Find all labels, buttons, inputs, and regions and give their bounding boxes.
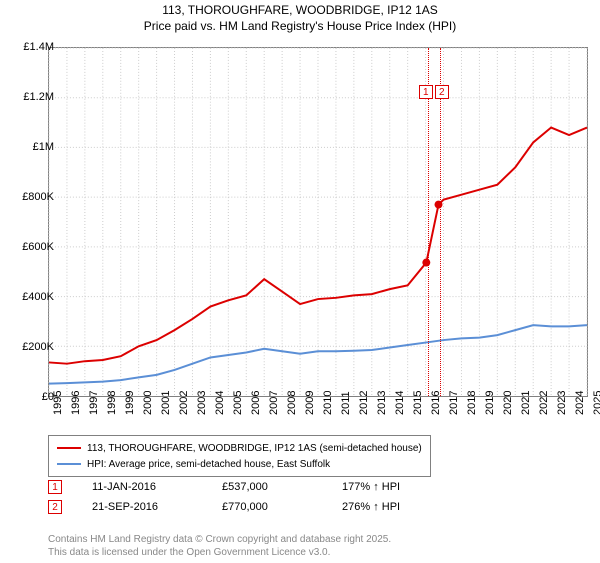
y-axis-label: £0 [4, 391, 54, 403]
x-axis-label: 2024 [574, 391, 586, 415]
transactions-table: 1 11-JAN-2016 £537,000 177% ↑ HPI 2 21-SEP-20… [48, 477, 400, 517]
x-axis-label: 2020 [502, 391, 514, 415]
x-axis-label: 1996 [70, 391, 82, 415]
y-axis-label: £400K [4, 291, 54, 303]
x-axis-label: 2019 [484, 391, 496, 415]
y-axis-label: £1.4M [4, 41, 54, 53]
sale-vline [440, 48, 441, 396]
x-axis-label: 2006 [250, 391, 262, 415]
x-axis-label: 1999 [124, 391, 136, 415]
x-axis-label: 2023 [556, 391, 568, 415]
sale-marker: 1 [419, 85, 433, 99]
x-axis-label: 2007 [268, 391, 280, 415]
x-axis-label: 2008 [286, 391, 298, 415]
x-axis-label: 2011 [340, 391, 352, 415]
x-axis-label: 2013 [376, 391, 388, 415]
x-axis-label: 2016 [430, 391, 442, 415]
x-axis-label: 2010 [322, 391, 334, 415]
attribution-line-2: This data is licensed under the Open Gov… [48, 546, 391, 559]
transaction-marker: 2 [48, 500, 62, 514]
transaction-row: 2 21-SEP-2016 £770,000 276% ↑ HPI [48, 497, 400, 517]
legend-row: HPI: Average price, semi-detached house,… [57, 456, 422, 472]
x-axis-label: 2003 [196, 391, 208, 415]
legend-swatch [57, 447, 81, 449]
x-axis-label: 2002 [178, 391, 190, 415]
transaction-date: 21-SEP-2016 [92, 501, 192, 513]
legend-swatch [57, 463, 81, 465]
chart-area: 12 [48, 47, 588, 397]
y-axis-label: £1M [4, 141, 54, 153]
x-axis-label: 1995 [52, 391, 64, 415]
legend-row: 113, THOROUGHFARE, WOODBRIDGE, IP12 1AS … [57, 440, 422, 456]
legend-label: 113, THOROUGHFARE, WOODBRIDGE, IP12 1AS … [87, 443, 422, 454]
y-axis-label: £200K [4, 341, 54, 353]
x-axis-label: 2012 [358, 391, 370, 415]
x-axis-label: 2015 [412, 391, 424, 415]
transaction-marker: 1 [48, 480, 62, 494]
x-axis-label: 2025 [592, 391, 600, 415]
plot-svg [49, 48, 587, 396]
x-axis-label: 2021 [520, 391, 532, 415]
x-axis-label: 1998 [106, 391, 118, 415]
series-hpi [49, 325, 587, 383]
x-axis-label: 2014 [394, 391, 406, 415]
transaction-row: 1 11-JAN-2016 £537,000 177% ↑ HPI [48, 477, 400, 497]
x-axis-label: 2005 [232, 391, 244, 415]
sale-dot [435, 201, 443, 209]
legend: 113, THOROUGHFARE, WOODBRIDGE, IP12 1AS … [48, 435, 431, 477]
title-line-1: 113, THOROUGHFARE, WOODBRIDGE, IP12 1AS [0, 3, 600, 19]
x-axis-label: 1997 [88, 391, 100, 415]
x-axis-label: 2000 [142, 391, 154, 415]
x-axis-label: 2018 [466, 391, 478, 415]
attribution-line-1: Contains HM Land Registry data © Crown c… [48, 533, 391, 546]
x-axis-label: 2009 [304, 391, 316, 415]
sale-vline [428, 48, 429, 396]
transaction-ratio: 276% ↑ HPI [342, 501, 400, 513]
attribution: Contains HM Land Registry data © Crown c… [48, 533, 391, 559]
transaction-date: 11-JAN-2016 [92, 481, 192, 493]
x-axis-label: 2001 [160, 391, 172, 415]
sale-marker: 2 [435, 85, 449, 99]
transaction-price: £537,000 [222, 481, 312, 493]
transaction-ratio: 177% ↑ HPI [342, 481, 400, 493]
x-axis-label: 2004 [214, 391, 226, 415]
title-line-2: Price paid vs. HM Land Registry's House … [0, 19, 600, 35]
legend-label: HPI: Average price, semi-detached house,… [87, 459, 330, 470]
sale-dot [422, 259, 430, 267]
y-axis-label: £800K [4, 191, 54, 203]
y-axis-label: £600K [4, 241, 54, 253]
transaction-price: £770,000 [222, 501, 312, 513]
chart-title: 113, THOROUGHFARE, WOODBRIDGE, IP12 1AS … [0, 3, 600, 34]
x-axis-label: 2017 [448, 391, 460, 415]
y-axis-label: £1.2M [4, 91, 54, 103]
x-axis-label: 2022 [538, 391, 550, 415]
